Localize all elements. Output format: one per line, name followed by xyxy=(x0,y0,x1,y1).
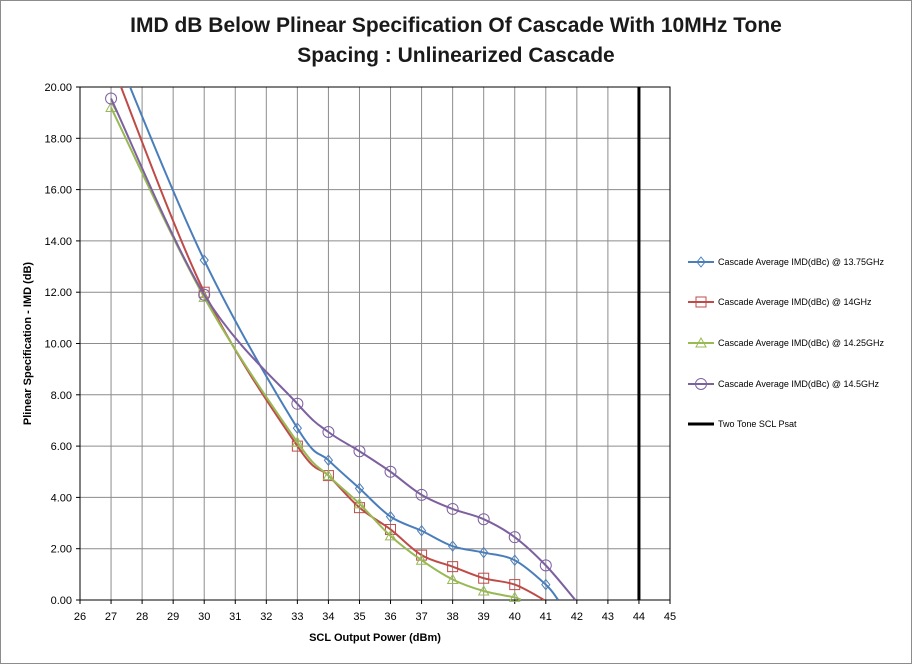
legend-marker xyxy=(695,378,707,390)
x-tick-label: 38 xyxy=(447,611,459,623)
data-point-marker xyxy=(353,445,366,458)
y-tick-label: 20.00 xyxy=(44,82,72,94)
data-point-marker xyxy=(447,561,459,573)
series-line xyxy=(110,98,577,600)
x-axis-label: SCL Output Power (dBm) xyxy=(309,632,441,644)
y-tick-label: 2.00 xyxy=(51,544,72,556)
legend-item-3: Cascade Average IMD(dBc) @ 14.5GHz xyxy=(688,378,880,390)
series-0 xyxy=(128,87,560,600)
data-point-marker xyxy=(539,559,552,572)
data-point-marker xyxy=(198,288,211,301)
data-point-marker xyxy=(385,510,396,523)
legend-label: Cascade Average IMD(dBc) @ 14GHz xyxy=(718,297,872,307)
chart-title-line-1: IMD dB Below Plinear Specification Of Ca… xyxy=(130,14,782,37)
data-point-marker xyxy=(508,531,521,544)
x-tick-label: 27 xyxy=(105,611,117,623)
data-point-marker xyxy=(354,482,365,495)
y-tick-label: 4.00 xyxy=(51,492,72,504)
legend-label: Cascade Average IMD(dBc) @ 13.75GHz xyxy=(718,257,885,267)
legend-marker xyxy=(696,256,706,268)
data-point-marker xyxy=(510,554,520,567)
data-point-marker xyxy=(105,92,118,105)
data-point-marker xyxy=(446,573,459,584)
series-1 xyxy=(119,87,545,600)
y-tick-label: 8.00 xyxy=(51,390,72,402)
x-tick-label: 40 xyxy=(509,611,521,623)
y-tick-label: 12.00 xyxy=(44,287,72,299)
data-point-marker xyxy=(477,513,490,526)
data-point-marker xyxy=(446,502,459,515)
data-point-marker xyxy=(322,425,335,438)
x-tick-label: 42 xyxy=(571,611,583,623)
legend-label: Two Tone SCL Psat xyxy=(718,419,797,429)
data-point-marker xyxy=(384,529,397,541)
legend-item-0: Cascade Average IMD(dBc) @ 13.75GHz xyxy=(688,256,885,268)
y-tick-label: 0.00 xyxy=(51,595,72,607)
data-point-marker xyxy=(477,584,490,596)
x-tick-label: 44 xyxy=(633,611,645,623)
data-point-marker xyxy=(353,497,366,509)
x-tick-label: 31 xyxy=(229,611,241,623)
x-tick-label: 30 xyxy=(198,611,210,623)
data-point-marker xyxy=(385,523,397,535)
series-layer xyxy=(105,87,641,602)
data-point-marker xyxy=(322,469,335,481)
data-point-marker xyxy=(479,546,489,559)
legend-item-4: Two Tone SCL Psat xyxy=(688,419,797,429)
x-tick-label: 26 xyxy=(74,611,86,623)
legend-label: Cascade Average IMD(dBc) @ 14.25GHz xyxy=(718,338,885,348)
y-tick-label: 14.00 xyxy=(44,236,72,248)
series-2 xyxy=(105,101,522,602)
data-point-marker xyxy=(292,422,303,434)
x-tick-label: 43 xyxy=(602,611,614,623)
data-point-marker xyxy=(508,591,521,602)
data-point-marker xyxy=(291,397,304,410)
legend-marker xyxy=(695,296,707,308)
x-tick-label: 39 xyxy=(478,611,490,623)
series-line xyxy=(128,87,560,600)
series-line xyxy=(119,87,545,600)
legend-marker xyxy=(695,336,707,348)
x-tick-label: 37 xyxy=(415,611,427,623)
data-point-marker xyxy=(415,554,428,565)
data-point-marker xyxy=(415,488,428,501)
legend-label: Cascade Average IMD(dBc) @ 14.5GHz xyxy=(718,379,880,389)
x-tick-label: 28 xyxy=(136,611,148,623)
data-point-marker xyxy=(416,524,427,537)
y-tick-label: 10.00 xyxy=(44,339,72,351)
series-3 xyxy=(105,92,577,600)
y-tick-label: 16.00 xyxy=(44,185,72,197)
x-tick-label: 35 xyxy=(353,611,365,623)
data-point-marker xyxy=(447,540,458,552)
data-point-marker xyxy=(105,101,117,113)
y-axis-label: Plinear Specification - IMD (dB) xyxy=(22,262,34,426)
data-point-marker xyxy=(198,291,211,302)
data-point-marker xyxy=(509,579,521,591)
x-tick-label: 33 xyxy=(291,611,303,623)
chart-title-line-2: Spacing : Unlinearized Cascade xyxy=(297,44,615,67)
x-tick-label: 41 xyxy=(540,611,552,623)
data-point-marker xyxy=(384,465,397,478)
x-axis-ticks: 26 27 28 29 30 31 32 33 34 35 36 37 38 39 40 41 42 43 44 45 xyxy=(74,600,676,623)
x-tick-label: 34 xyxy=(322,611,334,623)
y-axis-ticks: 0.00 2.00 4.00 6.00 8.00 10.00 12.00 14.00 16.00… xyxy=(44,82,80,607)
data-point-marker xyxy=(199,254,209,266)
data-point-marker xyxy=(541,578,551,591)
y-tick-label: 18.00 xyxy=(44,133,72,145)
series-line xyxy=(110,107,522,600)
x-tick-label: 29 xyxy=(167,611,179,623)
grid-lines xyxy=(79,86,671,601)
data-point-marker xyxy=(323,454,334,467)
data-point-marker xyxy=(291,436,304,447)
legend-item-2: Cascade Average IMD(dBc) @ 14.25GHz xyxy=(688,336,885,348)
x-tick-label: 45 xyxy=(664,611,676,623)
x-tick-label: 36 xyxy=(384,611,396,623)
legend: Cascade Average IMD(dBc) @ 13.75GHz Casca… xyxy=(688,256,885,429)
data-point-marker xyxy=(478,572,490,584)
legend-item-1: Cascade Average IMD(dBc) @ 14GHz xyxy=(688,296,872,308)
y-tick-label: 6.00 xyxy=(51,441,72,453)
x-tick-label: 32 xyxy=(260,611,272,623)
